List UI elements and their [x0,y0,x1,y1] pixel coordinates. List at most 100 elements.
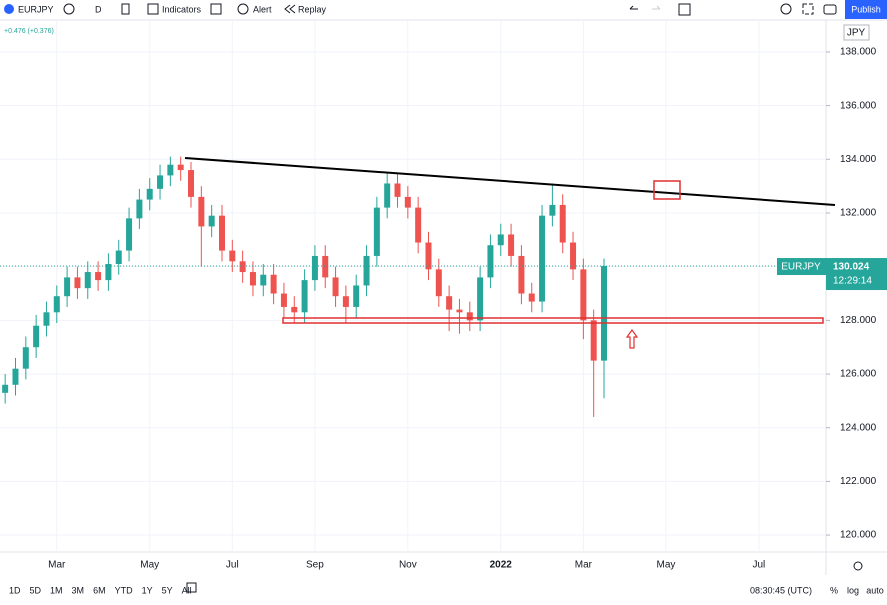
last-price-label: 130.024 [833,262,870,273]
candle-body [188,170,195,197]
candle-body [12,368,19,385]
candle-body [580,269,587,321]
y-tick-label: 120.000 [840,530,877,541]
x-tick-label: Sep [306,560,324,571]
candle-body [508,234,515,256]
x-tick-label: Mar [48,560,66,571]
candle-body [84,272,91,289]
candle-body [74,277,81,289]
x-tick-label: Mar [575,560,593,571]
range-button[interactable]: 5D [30,585,42,595]
add-symbol[interactable] [63,3,75,15]
candle-body [477,277,484,321]
undo[interactable] [629,5,638,10]
symbol-button[interactable]: EURJPY [18,4,54,14]
candle-body [208,215,215,227]
last-price: EURJPY 130.024 12:29:14 [0,258,887,291]
range-button[interactable]: 5Y [162,585,173,595]
layout[interactable] [678,3,691,16]
candle-body [157,175,164,189]
date-range-icon[interactable] [186,582,197,593]
y-tick-label: 128.000 [840,315,877,326]
publish-button[interactable]: Publish [851,4,881,14]
candle-body [33,325,40,348]
candle-body [466,312,473,321]
candle-body [249,272,256,286]
candle-body [601,266,608,361]
candle-body [115,250,122,264]
candle-body [425,242,432,270]
up-arrow[interactable] [625,328,639,349]
candle-body [394,183,401,197]
x-tick-label: May [140,560,159,571]
symbol-icon [4,4,14,14]
candle-body [301,280,308,313]
candle-body [95,272,102,281]
target-box[interactable] [653,180,681,200]
y-tick-label: 122.000 [840,476,877,487]
candle-body [136,199,143,219]
candle-body [322,255,329,278]
candle-body [404,196,411,208]
candle-body [353,285,360,307]
settings[interactable] [780,3,792,15]
x-tick-label: Jul [226,560,239,571]
grid [0,20,826,552]
range-button[interactable]: 1Y [142,585,153,595]
fullscreen[interactable] [802,3,814,15]
interval-button[interactable]: D [95,4,102,14]
range-button[interactable]: 6M [93,585,106,595]
candle-body [64,277,71,297]
candle-body [280,293,287,307]
range-button[interactable]: 1D [9,585,21,595]
candle-body [53,296,60,313]
range-button[interactable]: YTD [115,585,134,595]
range-button[interactable]: 1M [50,585,63,595]
price-tag-bg [826,258,887,291]
x-tick-label: Nov [399,560,417,571]
currency-box[interactable] [843,24,870,41]
axis-settings[interactable] [853,561,863,571]
templates[interactable] [210,3,222,15]
auto-toggle[interactable]: auto [866,585,884,595]
drawings [184,157,836,349]
candle-body [435,269,442,297]
range-button[interactable]: 3M [72,585,85,595]
candles [2,156,608,417]
toolbar: EURJPY D Indicators Alert Replay Publish [0,0,887,21]
clock: 08:30:45 (UTC) [750,585,812,595]
candle-body [539,215,546,302]
candle-body [229,250,236,262]
candle-body [332,277,339,297]
replay-button[interactable]: Replay [298,4,327,14]
x-tick-label: 2022 [490,560,513,571]
candle-body [590,320,597,361]
snapshot[interactable] [823,4,837,15]
candle-body [549,204,556,216]
candle-body [2,384,9,393]
redo[interactable] [652,5,661,10]
y-tick-label: 138.000 [840,47,877,58]
candle-body [270,274,277,294]
support-zone[interactable] [282,317,824,324]
log-toggle[interactable]: log [847,585,859,595]
range-button[interactable]: All [182,585,192,595]
candle-body [363,255,370,286]
candle-body [198,196,205,227]
candle-body [570,242,577,270]
chart-type[interactable] [121,3,130,15]
indicators-button[interactable]: Indicators [162,4,202,14]
y-tick-label: 136.000 [840,100,877,111]
x-tick-label: May [657,560,676,571]
candle-body [446,296,453,310]
bottom-bar: 08:30:45 (UTC) % log auto 1D 5D 1M 3M 6M YTD 1… [9,561,884,595]
trend-line[interactable] [184,157,836,206]
candle-body [239,261,246,273]
percent-toggle[interactable]: % [830,585,838,595]
y-tick-label: 132.000 [840,208,877,219]
currency-label[interactable]: JPY [847,28,866,39]
x-tick-label: Jul [752,560,765,571]
alert-button[interactable]: Alert [253,4,272,14]
publish-button-bg[interactable] [845,0,887,19]
candle-body [342,296,349,307]
